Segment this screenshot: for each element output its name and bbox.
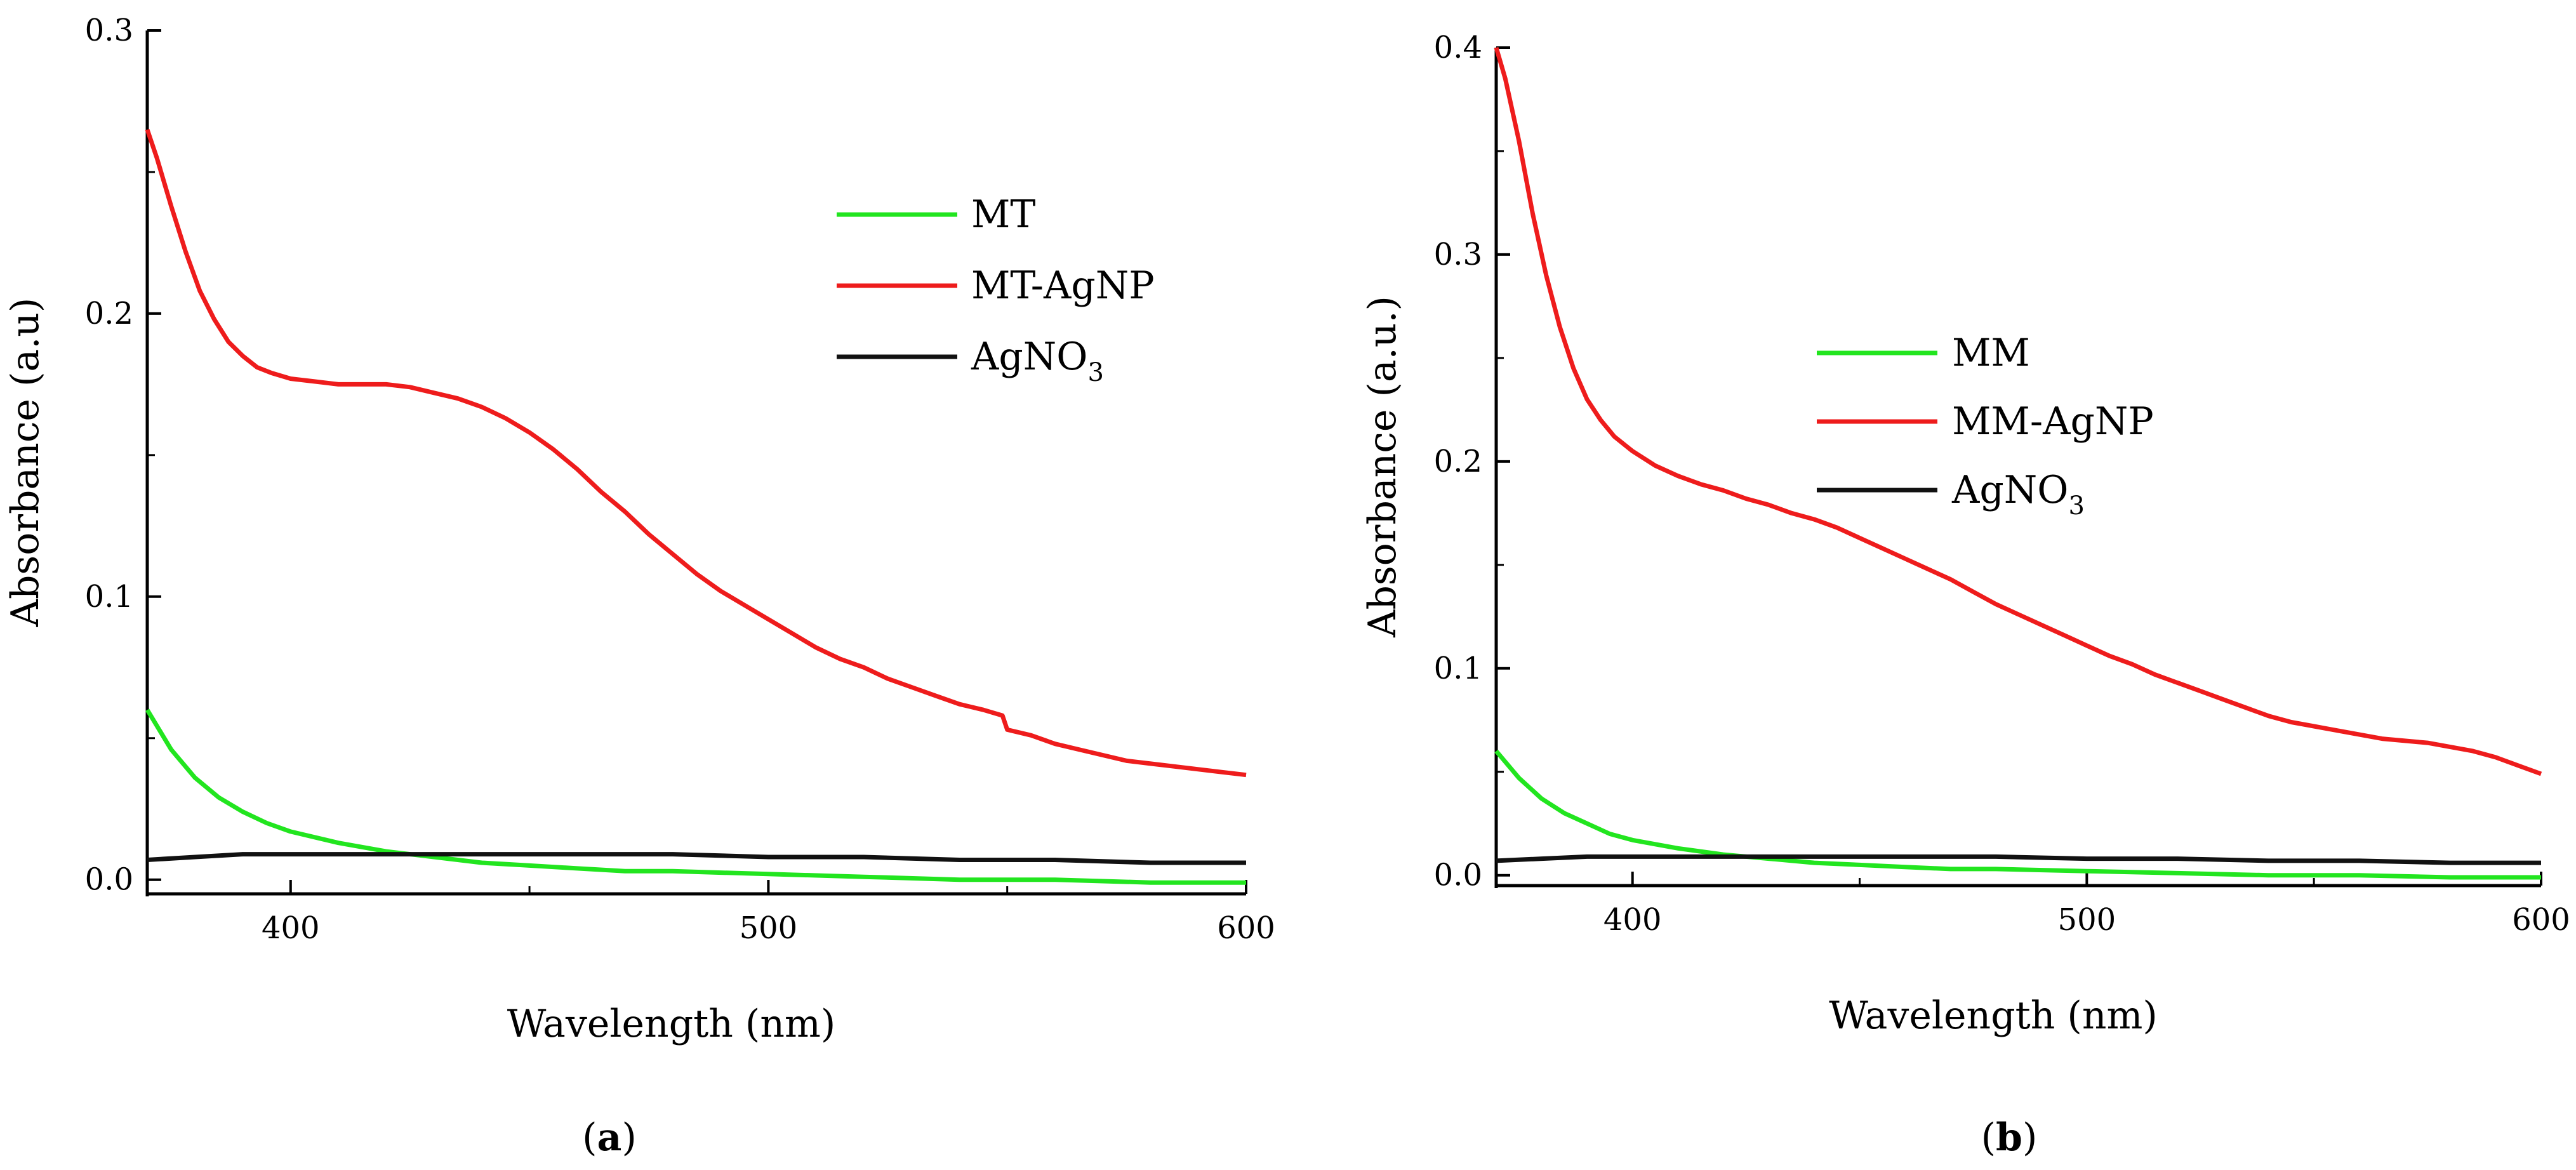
panel-caption-letter: b — [1996, 1115, 2022, 1160]
y-tick-label: 0.0 — [85, 862, 133, 898]
legend-label: MM-AgNP — [1952, 399, 2154, 444]
chart-panel-b: 0.0 0.1 0.2 0.3 0.4 400 500 600 Wavelength (nm) A… — [1360, 30, 2570, 1160]
panel-caption-open: ( — [1981, 1115, 1996, 1160]
x-tick-label: 600 — [2512, 902, 2570, 938]
legend-label-main: MT-AgNP — [971, 263, 1155, 308]
chart-panel-a: 0.0 0.1 0.2 0.3 400 500 600 Wavelength (nm) Abso… — [3, 13, 1275, 1160]
legend-label-main: MT — [971, 192, 1035, 237]
y-tick-label: 0.0 — [1434, 858, 1482, 893]
panel-caption-letter: a — [597, 1115, 622, 1160]
x-tick-label: 500 — [740, 910, 798, 946]
y-tick-label: 0.3 — [1434, 237, 1482, 272]
legend-label-main: AgNO — [1951, 468, 2068, 512]
x-axis-title: Wavelength (nm) — [1829, 994, 2158, 1038]
y-axis-title: Absorbance (a.u) — [3, 298, 48, 628]
series-line-agno3 — [147, 852, 1246, 865]
x-tick-label: 600 — [1217, 910, 1275, 946]
legend-label: AgNO3 — [971, 335, 1104, 387]
legend-label-main: MM — [1952, 331, 2030, 375]
series-line-agno3 — [1496, 854, 2541, 865]
legend-label: MT — [971, 192, 1035, 237]
legend-label-main: AgNO — [971, 335, 1087, 379]
series-line-mm — [1494, 749, 2541, 880]
legend-label: MM — [1952, 331, 2030, 375]
panel-caption-close: ) — [621, 1115, 636, 1160]
legend: MM MM-AgNP AgNO3 — [1817, 331, 2154, 521]
series-line-mt — [145, 708, 1246, 885]
y-tick-label: 0.4 — [1434, 30, 1482, 65]
y-tick-label: 0.1 — [85, 579, 133, 615]
legend-label-subscript: 3 — [1087, 358, 1103, 387]
series-line-mt-agnp — [145, 128, 1247, 778]
panel-caption-close: ) — [2022, 1115, 2037, 1160]
legend-label-subscript: 3 — [2068, 491, 2084, 521]
x-tick-label: 400 — [262, 910, 320, 946]
y-tick-label: 0.1 — [1434, 651, 1482, 686]
panel-caption: (a) — [582, 1115, 637, 1160]
y-axis-title: Absorbance (a.u.) — [1360, 296, 1405, 638]
legend: MT MT-AgNP AgNO3 — [837, 192, 1155, 387]
panel-caption: (b) — [1981, 1115, 2038, 1160]
legend-label: MT-AgNP — [971, 263, 1155, 308]
y-tick-label: 0.2 — [1434, 444, 1482, 479]
panel-caption-open: ( — [582, 1115, 597, 1160]
x-tick-label: 400 — [1603, 902, 1662, 938]
y-tick-label: 0.2 — [85, 296, 133, 331]
x-tick-label: 500 — [2058, 902, 2116, 938]
series-line-mm-agnp — [1494, 47, 2542, 776]
legend-label-main: MM-AgNP — [1952, 399, 2154, 444]
x-axis-title: Wavelength (nm) — [507, 1002, 836, 1046]
legend-label: AgNO3 — [1951, 468, 2085, 521]
y-tick-label: 0.3 — [85, 13, 133, 48]
